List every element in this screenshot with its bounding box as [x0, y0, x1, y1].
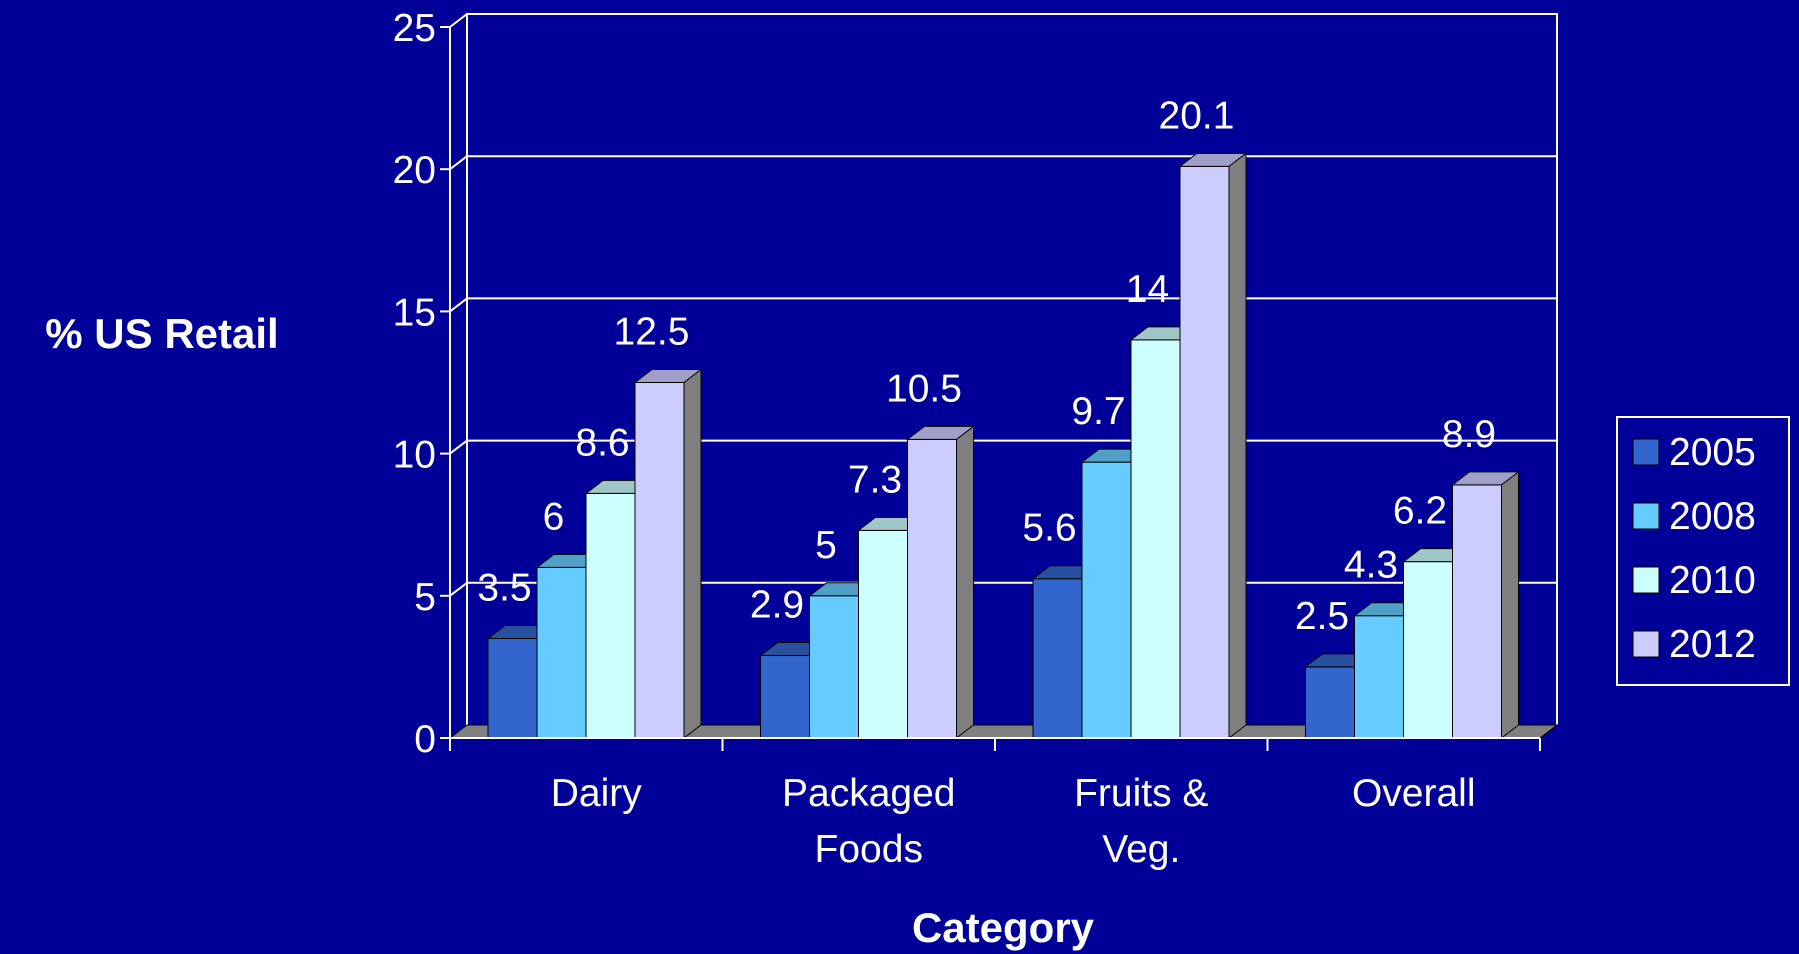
bar-2012	[1451, 470, 1520, 740]
bar-2012	[906, 425, 975, 740]
bar-front	[760, 655, 810, 739]
data-label: 5	[815, 524, 837, 567]
data-label: 8.6	[575, 421, 629, 464]
legend-label: 2008	[1669, 495, 1756, 538]
legend-box	[1616, 416, 1790, 686]
gridline-side	[449, 297, 468, 313]
bar-side	[956, 425, 974, 740]
bar-2010	[857, 516, 926, 739]
axes: 0 5 10 15 20 25 Dairy Packaged Foods Fruits & Veg.…	[393, 7, 1541, 871]
bar-front	[858, 529, 908, 739]
bar-2005	[1031, 565, 1101, 739]
bar-side	[1501, 470, 1519, 740]
data-label: 8.9	[1442, 413, 1496, 456]
data-label: 2.5	[1295, 595, 1349, 638]
bar-2012	[1178, 152, 1248, 740]
data-label: 14	[1126, 268, 1169, 311]
legend-label: 2012	[1669, 623, 1756, 666]
data-label: 3.5	[477, 566, 531, 609]
legend-swatch	[1632, 502, 1660, 530]
bar-front	[487, 637, 538, 739]
bar-front	[809, 595, 859, 739]
bar-front	[1130, 339, 1181, 739]
data-label: 20.1	[1159, 94, 1235, 137]
x-tick-label: Packaged	[782, 772, 955, 815]
y-axis-title: % US Retail	[45, 310, 278, 357]
data-label: 6	[543, 495, 565, 538]
bar-front	[1305, 666, 1355, 739]
x-tick-label: Dairy	[551, 772, 643, 815]
bar-side	[683, 368, 702, 740]
data-label: 4.3	[1344, 544, 1398, 587]
x-tick-label: Foods	[815, 828, 923, 871]
x-axis-title: Category	[912, 904, 1095, 951]
gridline-side	[449, 439, 468, 455]
x-tick-label: Overall	[1352, 772, 1476, 815]
legend-swatch	[1632, 566, 1660, 594]
bar-2012	[633, 368, 703, 740]
bar-front	[634, 382, 685, 739]
gridline-side	[449, 582, 468, 597]
data-label: 2.9	[750, 584, 804, 627]
legend-label: 2005	[1669, 431, 1756, 474]
gridline-side	[449, 155, 468, 170]
y-tick-label: 15	[393, 291, 436, 334]
bar-2008	[1080, 448, 1150, 739]
x-tick-label: Fruits &	[1074, 772, 1208, 815]
side-wall-edge	[449, 13, 468, 28]
bar-2010	[1402, 548, 1471, 739]
bar-front	[585, 492, 636, 739]
bar-2005	[759, 642, 828, 739]
x-tick-label: Veg.	[1102, 828, 1180, 871]
y-tick-label: 10	[393, 434, 436, 477]
data-label: 6.2	[1393, 490, 1447, 533]
y-tick-label: 25	[393, 7, 436, 50]
y-tick-label: 0	[414, 718, 436, 761]
bar-front	[1354, 615, 1404, 739]
data-labels: 3.5 68.6 12.5 2.9 5 7.3 10.5 5.6 9.7 14 20.1 2.5 4.3…	[477, 94, 1496, 638]
data-label: 12.5	[614, 311, 690, 354]
data-label: 9.7	[1071, 390, 1125, 433]
data-label: 5.6	[1022, 507, 1076, 550]
bar-front	[1179, 165, 1230, 739]
bar-front	[1403, 561, 1453, 739]
data-label: 10.5	[886, 367, 962, 410]
bar-front	[907, 438, 957, 739]
y-tick-label: 5	[414, 576, 436, 619]
bar-front	[1032, 578, 1083, 739]
legend: 2005 2008 2010 2012	[1616, 416, 1790, 686]
bar-front	[536, 566, 587, 739]
legend-swatch	[1632, 630, 1660, 658]
bar-side	[1228, 152, 1247, 740]
bar-front	[1081, 461, 1132, 739]
y-tick-label: 20	[393, 149, 436, 192]
legend-label: 2010	[1669, 559, 1756, 602]
bar-front	[1452, 484, 1502, 739]
data-label: 7.3	[848, 458, 902, 501]
legend-swatch	[1632, 438, 1660, 466]
bars	[486, 152, 1520, 740]
back-wall-frame	[466, 13, 1558, 725]
